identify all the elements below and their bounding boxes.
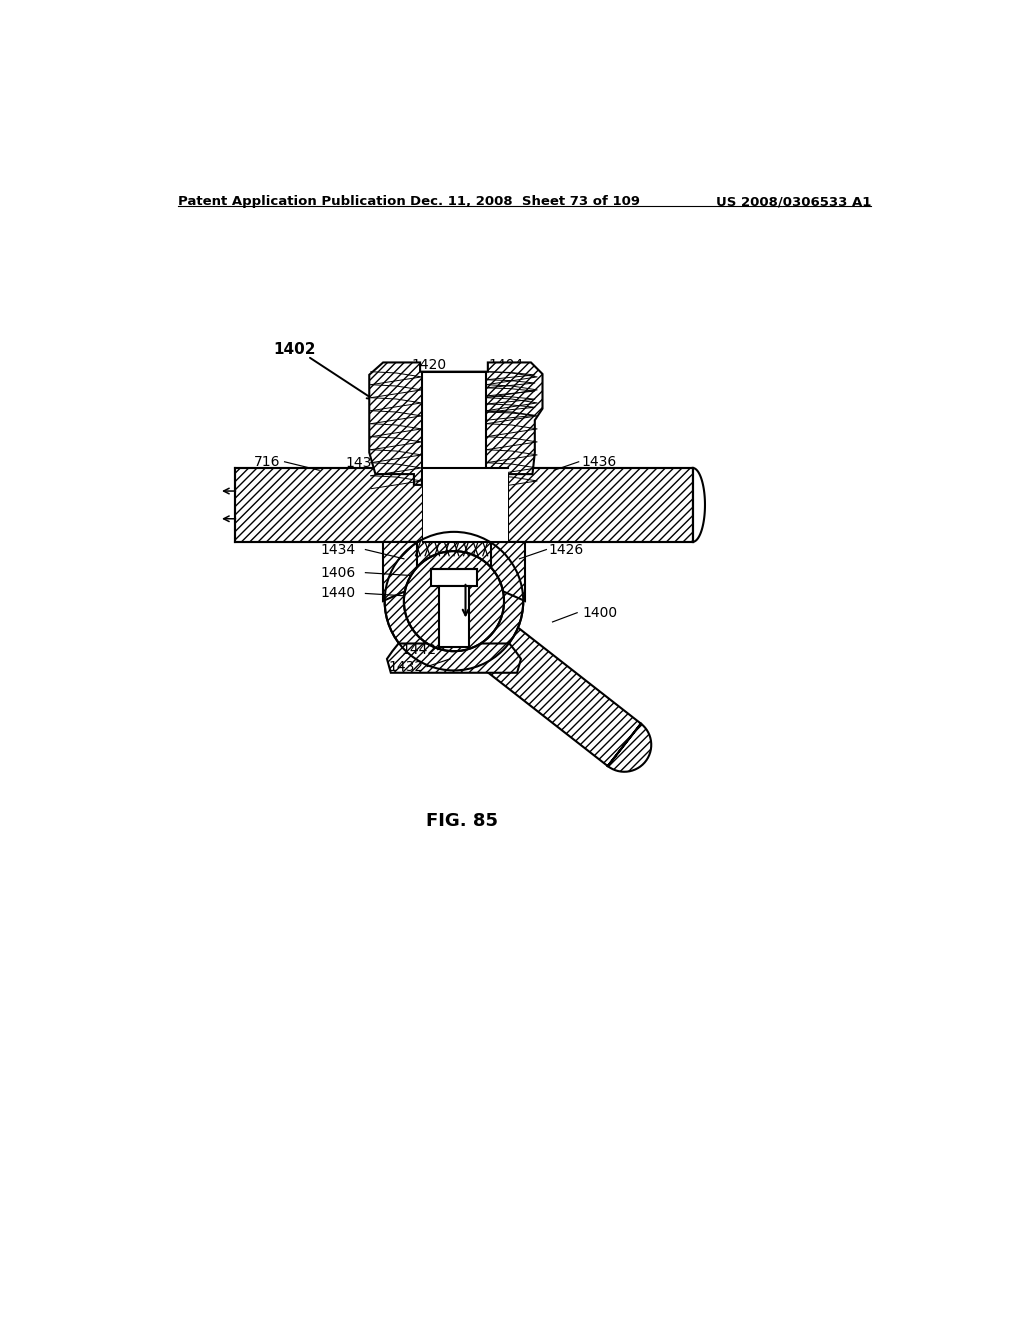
Text: 1402: 1402 xyxy=(273,342,315,356)
Bar xyxy=(422,372,486,484)
Text: 1434: 1434 xyxy=(321,543,356,557)
Text: 1406: 1406 xyxy=(321,566,356,579)
Polygon shape xyxy=(692,469,705,543)
Polygon shape xyxy=(234,469,423,543)
Polygon shape xyxy=(387,644,521,673)
Text: 716: 716 xyxy=(254,455,281,469)
Bar xyxy=(431,569,477,586)
Polygon shape xyxy=(468,615,651,772)
Polygon shape xyxy=(423,469,508,543)
Circle shape xyxy=(403,552,504,651)
Text: US 2008/0306533 A1: US 2008/0306533 A1 xyxy=(716,195,871,209)
Text: Patent Application Publication: Patent Application Publication xyxy=(178,195,407,209)
Bar xyxy=(438,586,469,647)
Text: 1420: 1420 xyxy=(412,358,446,372)
Text: 1426: 1426 xyxy=(548,543,584,557)
Polygon shape xyxy=(383,543,417,601)
Polygon shape xyxy=(370,363,543,484)
Text: 1438: 1438 xyxy=(345,457,381,470)
Text: 1436: 1436 xyxy=(581,455,616,469)
Circle shape xyxy=(385,532,523,671)
Text: 1440: 1440 xyxy=(321,586,356,601)
Text: 1400: 1400 xyxy=(583,606,617,619)
Text: 1404: 1404 xyxy=(488,358,523,372)
Text: 1442: 1442 xyxy=(401,643,437,656)
Polygon shape xyxy=(508,469,692,543)
Text: 1432: 1432 xyxy=(389,660,424,673)
Text: FIG. 85: FIG. 85 xyxy=(426,812,498,829)
Polygon shape xyxy=(490,543,524,601)
Text: Dec. 11, 2008  Sheet 73 of 109: Dec. 11, 2008 Sheet 73 of 109 xyxy=(410,195,640,209)
